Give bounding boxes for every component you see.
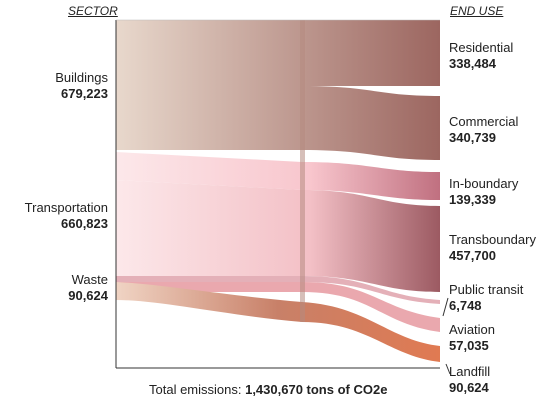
flow-transport-publictransit [116,276,440,304]
end-use-value: 57,035 [449,338,489,353]
total-prefix: Total emissions: [149,382,246,397]
sector-header: SECTOR [68,4,118,18]
end-use-name: Commercial [449,114,519,129]
end-use-label-public-transit: Public transit 6,748 [449,282,523,314]
end-use-value: 90,624 [449,380,489,395]
public-transit-pointer [442,297,449,317]
end-use-value: 340,739 [449,130,496,145]
end-use-name: Residential [449,40,514,55]
flow-waste-landfill [116,282,440,362]
end-use-label-commercial: Commercial 340,739 [449,114,518,146]
flow-transport-aviation [116,282,440,332]
end-use-value: 338,484 [449,56,496,71]
sector-name: Waste [71,272,108,287]
end-use-name: Landfill [449,364,491,379]
sector-value: 90,624 [68,288,108,303]
end-use-name: Transboundary [449,232,536,247]
end-use-label-inboundary: In-boundary 139,339 [449,176,518,208]
flow-buildings-residential [116,20,440,86]
flow-buildings-commercial [116,86,440,160]
middle-node-bar [300,20,305,322]
total-value: 1,430,670 tons of CO2e [245,382,388,397]
end-use-value: 457,700 [449,248,496,263]
sector-name: Transportation [24,200,108,215]
end-use-label-aviation: Aviation 57,035 [449,322,495,354]
end-use-label-residential: Residential 338,484 [449,40,513,72]
end-use-name: Public transit [449,282,524,297]
end-use-value: 139,339 [449,192,496,207]
end-use-name: Aviation [449,322,496,337]
end-use-label-transboundary: Transboundary 457,700 [449,232,536,264]
end-use-header: END USE [450,4,504,18]
sector-label-waste: Waste 90,624 [68,272,108,304]
sector-value: 679,223 [61,86,108,101]
end-use-value: 6,748 [449,298,482,313]
sector-label-transportation: Transportation 660,823 [25,200,108,232]
sector-name: Buildings [55,70,108,85]
flow-transport-transboundary [116,180,440,292]
flow-transport-inboundary [116,152,440,200]
end-use-name: In-boundary [449,176,519,191]
landfill-pointer [445,363,451,375]
sector-value: 660,823 [61,216,108,231]
end-use-label-landfill: Landfill 90,624 [449,364,490,396]
sector-label-buildings: Buildings 679,223 [55,70,108,102]
